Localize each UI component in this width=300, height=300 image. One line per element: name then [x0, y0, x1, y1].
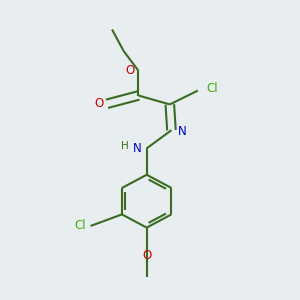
- Text: H: H: [121, 141, 128, 151]
- Text: O: O: [126, 64, 135, 77]
- Text: Cl: Cl: [74, 220, 85, 232]
- Text: O: O: [94, 97, 104, 110]
- Text: Cl: Cl: [206, 82, 218, 95]
- Text: N: N: [178, 125, 187, 138]
- Text: N: N: [133, 142, 142, 155]
- Text: O: O: [142, 249, 151, 262]
